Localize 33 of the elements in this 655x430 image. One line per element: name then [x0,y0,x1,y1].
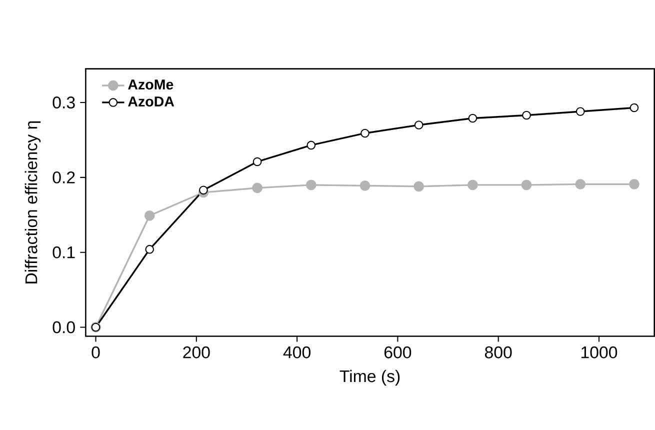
x-tick-label: 200 [183,346,210,358]
legend-label: AzoMe [128,80,174,90]
point [199,186,208,195]
point [467,180,478,190]
y-tick-label: 0.2 [52,172,75,184]
point [414,181,424,192]
point [360,180,370,192]
x-tick-label: 400 [283,346,310,358]
point [522,110,531,120]
y-tick-label: 0.3 [52,96,75,109]
y-axis-title: Diffraction efficiency η [24,122,41,284]
x-tick-label: 1000 [581,346,618,358]
x-tick-label: 0 [92,346,100,358]
point [306,180,316,190]
point [468,114,478,123]
y-tick-label: 0.1 [52,246,75,258]
point [521,180,532,190]
legend-label: AzoDA [128,96,174,107]
point [252,182,262,194]
point [360,128,370,138]
y-tick-label: 0.0 [52,321,75,334]
point [576,107,585,116]
point [144,210,155,221]
point [630,103,639,112]
x-axis-title: Time (s) [340,370,400,386]
point [252,157,262,166]
x-tick-label: 600 [384,346,412,358]
x-tick-label: 800 [484,346,512,358]
point [629,179,640,190]
point [306,140,316,150]
point [145,245,154,254]
point [414,120,424,130]
point [575,179,586,190]
